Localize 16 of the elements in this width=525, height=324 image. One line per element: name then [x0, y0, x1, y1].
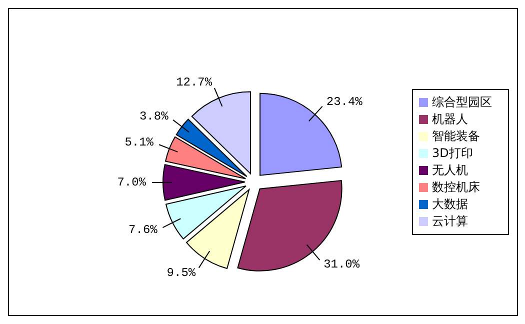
- data-label: 7.6%: [128, 223, 158, 238]
- data-label: 5.1%: [124, 135, 154, 150]
- legend-label: 综合型园区: [432, 95, 492, 109]
- legend-label: 大数据: [432, 197, 468, 211]
- data-label: 31.0%: [324, 258, 360, 272]
- legend-label: 数控机床: [432, 180, 480, 194]
- legend-label: 3D打印: [432, 146, 473, 160]
- legend-label: 智能装备: [432, 129, 480, 143]
- data-label: 7.0%: [117, 176, 147, 190]
- legend-label: 无人机: [432, 163, 468, 177]
- data-label: 3.8%: [139, 109, 170, 124]
- data-label: 23.4%: [326, 94, 364, 109]
- data-label: 9.5%: [166, 266, 196, 280]
- legend-label: 机器人: [432, 112, 468, 126]
- data-label: 12.7%: [176, 75, 213, 90]
- legend-label: 云计算: [432, 214, 468, 228]
